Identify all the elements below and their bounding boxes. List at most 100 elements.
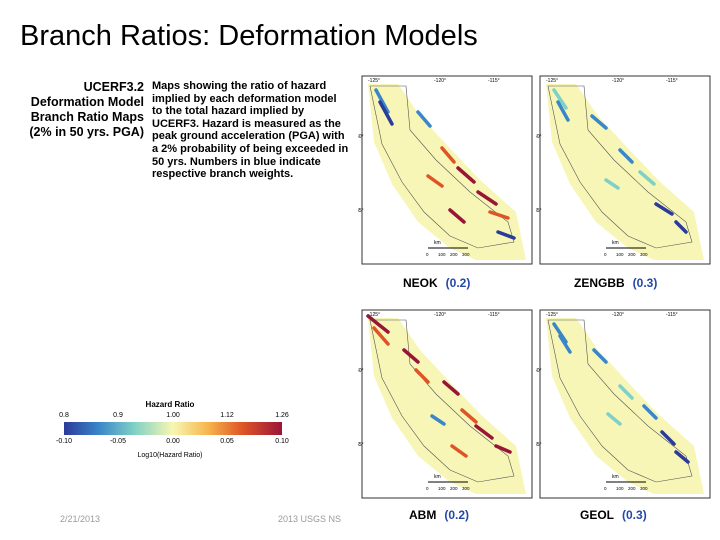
- map-caption-neok: NEOK (0.2): [403, 276, 470, 290]
- fault-streak: [494, 444, 512, 454]
- fault-streak: [414, 368, 430, 384]
- california-map-geol: -125° -120° -115° 40° 35° km 0 100 200 3…: [536, 309, 711, 499]
- footer-meeting: 2013 USGS NS: [278, 514, 342, 524]
- map-label: 300: [640, 252, 648, 257]
- fault-streak: [552, 322, 568, 344]
- fault-streak: [426, 174, 444, 188]
- fault-streak: [474, 424, 494, 440]
- map-label: 40°: [536, 368, 542, 374]
- fault-streak: [442, 380, 460, 396]
- map-caption-zengbb: ZENGBB (0.3): [574, 276, 657, 290]
- legend-bottom-tick: 0.05: [220, 438, 234, 445]
- map-label: -125°: [368, 312, 380, 318]
- legend-bottom-tick: -0.10: [56, 438, 72, 445]
- fault-streak: [618, 384, 634, 400]
- map-label: 300: [462, 252, 470, 257]
- figure-description: Maps showing the ratio of hazard implied…: [152, 80, 349, 181]
- hazard-ratio-streaks: [552, 88, 688, 234]
- map-label: 0: [426, 486, 429, 491]
- map-label: 200: [628, 486, 636, 491]
- legend-title: Hazard Ratio: [145, 400, 195, 409]
- fault-streak: [488, 210, 510, 220]
- map-label: -115°: [488, 78, 500, 84]
- slide-title: Branch Ratios: Deformation Models: [20, 20, 478, 52]
- fault-streak: [456, 166, 476, 184]
- map-panel-abm: -125° -120° -115° 40° 35° km 0 100 200 3…: [358, 306, 536, 502]
- map-label: 0: [604, 486, 607, 491]
- map-label: km: [612, 240, 619, 246]
- fault-streak: [618, 148, 634, 164]
- legend-bottom-tick: -0.05: [110, 438, 126, 445]
- legend-color-bar: [64, 422, 282, 435]
- fault-streak: [450, 444, 468, 458]
- map-label: 100: [438, 486, 446, 491]
- fault-streak: [674, 450, 690, 464]
- map-label: 100: [616, 486, 624, 491]
- california-map-neok: -125° -120° -115° 40° 35° km 0 100 200 3…: [358, 75, 533, 265]
- fault-streak: [638, 170, 656, 186]
- fault-streak: [460, 408, 478, 424]
- fault-streak: [552, 88, 568, 110]
- map-name: ABM: [409, 508, 437, 522]
- fault-streak: [606, 412, 622, 426]
- map-caption-geol: GEOL (0.3): [580, 508, 647, 522]
- california-map-abm: -125° -120° -115° 40° 35° km 0 100 200 3…: [358, 309, 533, 499]
- fault-streak: [604, 178, 620, 190]
- fault-streak: [556, 100, 570, 122]
- fault-streak: [374, 88, 390, 114]
- branch-weight: (0.2): [445, 276, 471, 290]
- map-label: 300: [462, 486, 470, 491]
- map-panel-neok: -125° -120° -115° 40° 35° km 0 100 200 3…: [358, 72, 536, 268]
- map-name: GEOL: [580, 508, 615, 522]
- legend-top-tick: 1.12: [220, 412, 234, 419]
- fault-streak: [440, 146, 456, 164]
- map-label: -120°: [612, 78, 624, 84]
- map-label: 300: [640, 486, 648, 491]
- fault-streak: [476, 190, 498, 206]
- fault-streak: [378, 100, 394, 126]
- fault-streak: [642, 404, 658, 420]
- map-label: 200: [450, 486, 458, 491]
- map-label: 0: [426, 252, 429, 257]
- legend-top-tick: 0.9: [113, 412, 123, 419]
- hazard-ratio-streaks: [366, 314, 512, 458]
- figure-heading: UCERF3.2 Deformation Model Branch Ratio …: [29, 80, 144, 139]
- fault-streak: [430, 414, 446, 426]
- fault-streak: [590, 114, 608, 130]
- map-label: km: [434, 474, 441, 480]
- map-caption-abm: ABM (0.2): [409, 508, 469, 522]
- hazard-ratio-streaks: [552, 322, 690, 464]
- map-panel-geol: -125° -120° -115° 40° 35° km 0 100 200 3…: [536, 306, 714, 502]
- map-label: -125°: [546, 312, 558, 318]
- map-label: km: [612, 474, 619, 480]
- legend-bottom-tick: 0.00: [166, 438, 180, 445]
- fault-streak: [654, 202, 674, 216]
- map-label: -120°: [434, 312, 446, 318]
- map-label: 35°: [358, 442, 364, 448]
- map-label: km: [434, 240, 441, 246]
- map-label: 40°: [358, 368, 364, 374]
- legend-top-tick: 1.26: [275, 412, 289, 419]
- fault-streak: [496, 230, 516, 240]
- map-label: -125°: [368, 78, 380, 84]
- legend-top-tick: 0.8: [59, 412, 69, 419]
- fault-streak: [558, 334, 572, 354]
- footer-date: 2/21/2013: [60, 514, 101, 524]
- hazard-ratio-streaks: [374, 88, 516, 240]
- map-label: 100: [616, 252, 624, 257]
- branch-weight: (0.3): [632, 276, 658, 290]
- color-legend: Hazard Ratio 0.8 0.9 1.00 1.12 1.26 -0.1…: [40, 400, 300, 470]
- fault-streak: [402, 348, 420, 364]
- map-label: -115°: [666, 78, 678, 84]
- map-label: 40°: [536, 134, 542, 140]
- branch-weight: (0.2): [444, 508, 470, 522]
- map-name: ZENGBB: [574, 276, 625, 290]
- legend-axis-label: Log10(Hazard Ratio): [137, 452, 203, 459]
- map-label: 35°: [536, 442, 542, 448]
- map-label: 200: [628, 252, 636, 257]
- legend-top-tick: 1.00: [166, 412, 180, 419]
- map-label: 100: [438, 252, 446, 257]
- fault-streak: [366, 314, 390, 334]
- map-panel-zengbb: -125° -120° -115° 40° 35° km 0 100 200 3…: [536, 72, 714, 268]
- map-label: 40°: [358, 134, 364, 140]
